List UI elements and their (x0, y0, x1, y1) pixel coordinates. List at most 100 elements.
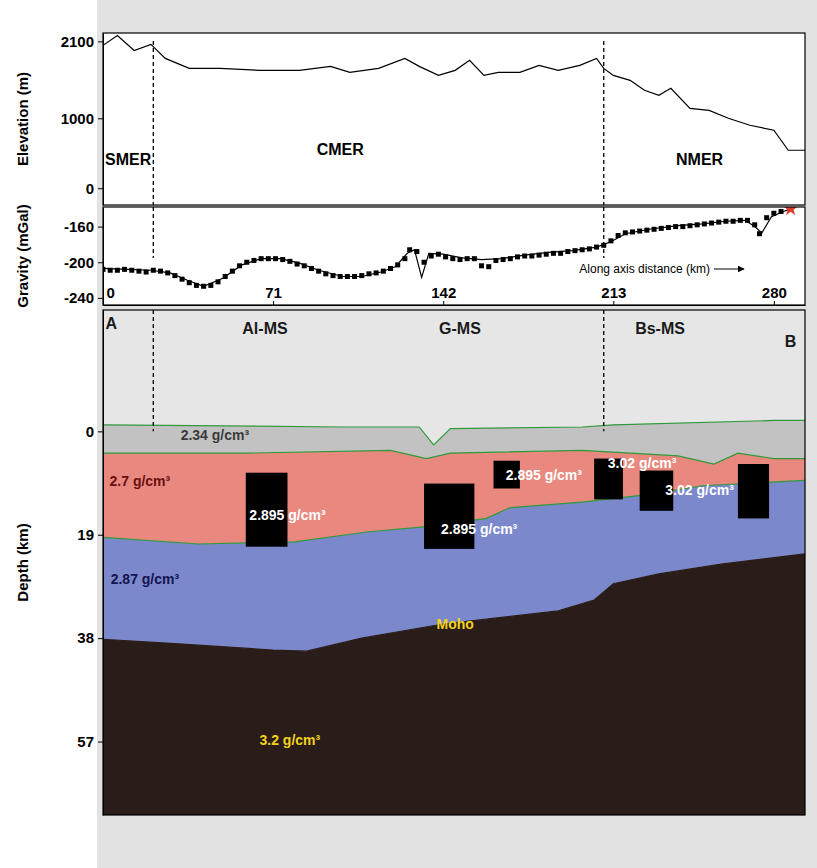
panel-frame (103, 310, 805, 815)
observed-point (486, 264, 491, 269)
plot-area (103, 420, 805, 815)
tick-label: 142 (431, 284, 456, 301)
body-labels: 3.02 g/cm³ (608, 455, 677, 471)
tick: 213 (601, 284, 626, 305)
tick-label: 0 (107, 284, 115, 301)
tick-mark (98, 262, 103, 263)
tick-mark (98, 535, 103, 536)
panel-background (103, 310, 805, 815)
tick-label: 2100 (61, 33, 94, 50)
site-labels: G-MS (439, 320, 481, 337)
tick: 142 (431, 284, 456, 305)
y-axis: 0 1000 2100 (61, 33, 104, 206)
layer-labels: 2.7 g/cm³ (110, 473, 171, 489)
tick: 0 (86, 180, 103, 197)
tick: 2100 (61, 33, 103, 50)
tick: 57 (77, 733, 103, 750)
observed-point (129, 268, 134, 273)
tick-mark (98, 188, 103, 189)
tick-label: 38 (77, 629, 94, 646)
y-axis-title: Depth (km) (14, 523, 31, 601)
figure: 010002100Elevation (m)SMERCMERNMER-240-2… (0, 0, 817, 868)
x-axis-title: Along axis distance (km) (579, 262, 710, 276)
layer-labels: 2.34 g/cm³ (181, 427, 250, 443)
tick-mark (273, 301, 274, 305)
observed-point (429, 254, 434, 259)
plot-area (103, 35, 805, 150)
tick-mark (98, 41, 103, 42)
star-point (783, 207, 798, 215)
y-axis: 0 19 38 57 (77, 311, 103, 816)
tick-mark (98, 431, 103, 432)
tick-label: 1000 (61, 110, 94, 127)
tick-label: 57 (77, 733, 94, 750)
interface-line (103, 554, 805, 651)
tick-mark (98, 638, 103, 639)
interface-line (103, 450, 805, 464)
plot-area (103, 207, 798, 289)
panel-background (103, 207, 805, 305)
tick-mark (98, 227, 103, 228)
tick-label: -160 (64, 218, 94, 235)
layer (103, 554, 805, 815)
body-labels: 3.02 g/cm³ (665, 482, 734, 498)
tick-label: 71 (265, 284, 282, 301)
x-axis-arrow (714, 269, 744, 270)
panel-frame (103, 207, 805, 305)
province-boundary (603, 41, 604, 205)
tick-mark (613, 301, 614, 305)
tick: 0 (104, 284, 115, 305)
region-label: CMER (317, 141, 365, 158)
tick: -200 (64, 254, 103, 271)
body-labels: 2.895 g/cm³ (506, 467, 583, 483)
tick-mark (443, 301, 444, 305)
tick-label: -200 (64, 254, 94, 271)
tick-mark (98, 298, 103, 299)
layer-labels: 2.87 g/cm³ (111, 571, 180, 587)
tick-mark (98, 742, 103, 743)
province-boundary (153, 310, 154, 431)
tick: 280 (762, 284, 787, 305)
tick-label: 0 (86, 180, 94, 197)
panel-frame (103, 33, 805, 205)
tick: 1000 (61, 110, 103, 127)
background-left (0, 0, 97, 868)
site-labels: A (106, 315, 118, 332)
tick-label: 19 (77, 526, 94, 543)
body (738, 464, 769, 518)
tick: 19 (77, 526, 103, 543)
province-boundary (153, 207, 154, 258)
site-labels: Al-MS (242, 320, 288, 337)
y-axis: -240 -200 -160 (64, 208, 104, 307)
tick: -240 (64, 289, 103, 306)
body-labels: 2.895 g/cm³ (249, 507, 326, 523)
interface-line (103, 420, 805, 444)
tick: 38 (77, 629, 103, 646)
observed-point (479, 263, 484, 268)
tick-label: 213 (601, 284, 626, 301)
calculated-line (103, 209, 793, 287)
layer-labels: Moho (437, 616, 474, 632)
province-boundary (603, 310, 604, 431)
y-axis-title: Gravity (mGal) (14, 204, 31, 307)
tick-mark (98, 118, 103, 119)
tick-label: 0 (86, 423, 94, 440)
observed-point (764, 215, 769, 220)
tick: -160 (64, 218, 103, 235)
tick: 0 (86, 423, 103, 440)
tick: 71 (265, 284, 282, 305)
region-label: SMER (105, 151, 152, 168)
observed-point (522, 254, 527, 259)
site-labels: B (785, 333, 797, 350)
background (97, 0, 817, 868)
tick-mark (774, 301, 775, 305)
elevation-line (103, 35, 805, 150)
province-boundary (603, 207, 604, 258)
observed-point (687, 223, 692, 228)
body (424, 484, 474, 549)
chart-svg: 010002100Elevation (m)SMERCMERNMER-240-2… (0, 0, 817, 868)
body-labels: 2.895 g/cm³ (441, 521, 518, 537)
layer-labels: 3.2 g/cm³ (260, 732, 321, 748)
province-boundary (153, 41, 154, 205)
tick-label: 280 (762, 284, 787, 301)
